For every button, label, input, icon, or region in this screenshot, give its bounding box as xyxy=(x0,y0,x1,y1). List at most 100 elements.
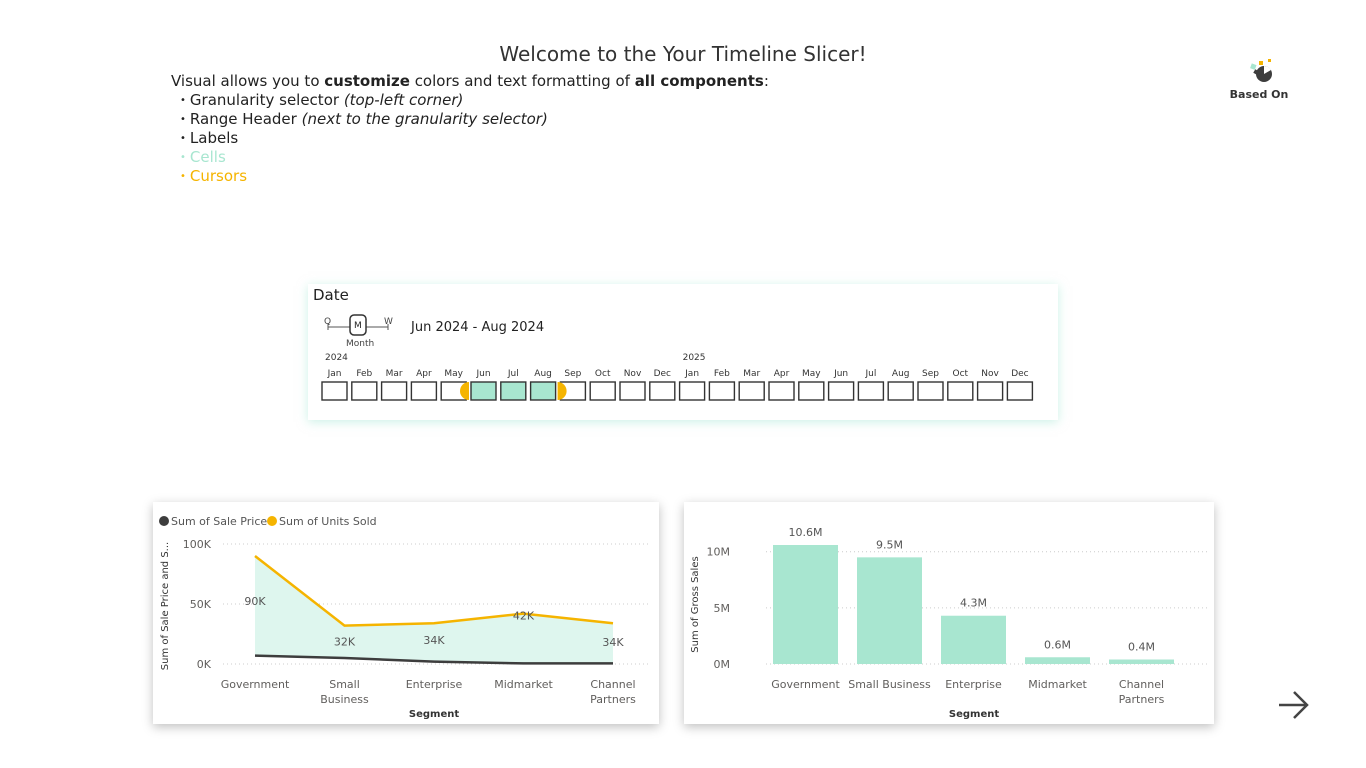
series-line-sale-price xyxy=(254,654,613,665)
timeline-cell[interactable] xyxy=(1006,381,1034,401)
month-label: Aug xyxy=(534,369,552,379)
gran-option-w[interactable]: W xyxy=(384,317,393,327)
y-tick-label: 0M xyxy=(714,658,731,671)
month-label: Apr xyxy=(416,369,432,379)
timeline-cell[interactable] xyxy=(738,381,765,401)
data-label: 34K xyxy=(423,634,445,647)
pie-logo-icon xyxy=(1250,59,1272,82)
x-tick-label: Small xyxy=(329,678,360,691)
month-label: Jan xyxy=(684,369,699,379)
feature-cursors: Cursors xyxy=(180,167,769,186)
y-tick-label: 50K xyxy=(190,598,212,611)
timeline-cell[interactable] xyxy=(887,381,914,401)
x-axis-label: Segment xyxy=(409,709,459,720)
timeline-cell[interactable] xyxy=(649,381,676,401)
y-tick-label: 100K xyxy=(183,538,212,551)
month-label: Sep xyxy=(564,369,581,379)
range-header: Jun 2024 - Aug 2024 xyxy=(411,320,545,335)
y-tick-label: 10M xyxy=(707,546,731,559)
data-label: 90K xyxy=(244,595,266,608)
month-label: Dec xyxy=(1011,369,1028,379)
feature-range-header: Range Header (next to the granularity se… xyxy=(180,110,769,129)
month-label: Feb xyxy=(714,369,730,379)
timeline-cell[interactable] xyxy=(917,381,944,401)
x-tick-label: Partners xyxy=(590,693,636,706)
timeline-cell[interactable] xyxy=(351,381,378,401)
bar[interactable] xyxy=(773,545,838,664)
intro-prefix: Visual allows you to xyxy=(171,72,325,90)
next-page-button[interactable] xyxy=(1276,688,1310,722)
timeline-cell[interactable] xyxy=(380,381,408,401)
legend-marker xyxy=(159,516,169,526)
month-label: Oct xyxy=(595,369,611,379)
data-label: 0.4M xyxy=(1128,641,1155,654)
x-tick-label: Midmarket xyxy=(494,678,553,691)
year-label: 2025 xyxy=(683,353,706,363)
timeline-cell[interactable] xyxy=(947,381,974,401)
feature-label: Granularity selector xyxy=(189,91,340,109)
timeline-cell[interactable] xyxy=(470,381,497,401)
month-label: Oct xyxy=(953,369,969,379)
bar[interactable] xyxy=(1109,659,1174,664)
x-tick-label: Enterprise xyxy=(406,678,463,691)
timeline-cell[interactable] xyxy=(589,381,616,401)
timeline-cell[interactable] xyxy=(500,381,527,401)
legend-label: Sum of Units Sold xyxy=(279,515,377,528)
granularity-handle[interactable] xyxy=(349,314,367,336)
gran-option-q[interactable]: Q xyxy=(324,317,331,327)
feature-note: (next to the granularity selector) xyxy=(301,110,548,128)
x-tick-label: Partners xyxy=(1119,693,1165,706)
timeline-cell[interactable] xyxy=(768,381,795,401)
data-label: 4.3M xyxy=(960,597,987,610)
area-fill xyxy=(255,556,613,664)
bar[interactable] xyxy=(1025,657,1090,664)
end-cursor[interactable] xyxy=(557,382,567,400)
feature-labels: Labels xyxy=(180,129,769,148)
y-axis-label: Sum of Sale Price and S... xyxy=(160,542,171,670)
intro-line: Visual allows you to customize colors an… xyxy=(171,72,769,91)
granularity-selector[interactable]: Q M W Month xyxy=(322,312,402,349)
granularity-track: Q M W Month xyxy=(324,314,393,349)
x-tick-label: Business xyxy=(320,693,369,706)
feature-label: Range Header xyxy=(189,110,297,128)
timeline-cell[interactable] xyxy=(619,381,646,401)
feature-granularity: Granularity selector (top-left corner) xyxy=(180,91,769,110)
data-label: 32K xyxy=(334,636,356,649)
gran-selected-label: Month xyxy=(346,339,374,348)
bar[interactable] xyxy=(941,615,1006,664)
start-cursor[interactable] xyxy=(460,382,469,400)
month-label: Dec xyxy=(654,369,671,379)
area-chart-card: Sum of Sale Price Sum of Units Sold 100K 50… xyxy=(153,502,659,724)
month-label: Sep xyxy=(922,369,939,379)
timeline-cell[interactable] xyxy=(708,381,736,401)
timeline-cell[interactable] xyxy=(827,381,855,401)
logo-label: Based On xyxy=(1229,88,1289,101)
timeline-cell[interactable] xyxy=(798,381,825,401)
month-label: Mar xyxy=(743,369,760,379)
gran-option-m[interactable]: M xyxy=(354,321,362,331)
timeline-cell[interactable] xyxy=(678,381,706,401)
feature-list: Granularity selector (top-left corner) R… xyxy=(171,91,769,186)
intro-suffix: : xyxy=(763,72,769,90)
month-label: Mar xyxy=(386,369,403,379)
x-tick-label: Channel xyxy=(590,678,635,691)
month-label: Jun xyxy=(833,369,848,379)
month-label: Jun xyxy=(475,369,490,379)
intro-all-components: all components xyxy=(634,72,764,90)
x-tick-label: Small Business xyxy=(848,678,931,691)
area-chart: Sum of Sale Price Sum of Units Sold 100K 50… xyxy=(159,515,649,720)
data-label: 42K xyxy=(513,610,535,623)
timeline-cells[interactable]: 2024 2025 Jan Feb Mar Apr May Jun Jul Aug Sep Oct No… xyxy=(308,346,1058,406)
timeline-cell[interactable] xyxy=(410,381,438,401)
x-tick-label: Midmarket xyxy=(1028,678,1087,691)
timeline-cell[interactable] xyxy=(529,381,557,401)
bar[interactable] xyxy=(857,557,922,664)
month-label: Apr xyxy=(774,369,790,379)
based-on-logo[interactable]: Based On xyxy=(1226,56,1292,101)
timeline-slicer: Date Q M W Month Jun 2024 - Aug 2024 202… xyxy=(308,284,1058,420)
bar-chart-card: 10M 5M 0M Sum of Gross Sales 10.6M Government… xyxy=(684,502,1214,724)
timeline-cell[interactable] xyxy=(976,381,1004,401)
month-label: May xyxy=(802,369,821,379)
timeline-cell[interactable] xyxy=(857,381,885,401)
timeline-cell[interactable] xyxy=(321,381,348,401)
